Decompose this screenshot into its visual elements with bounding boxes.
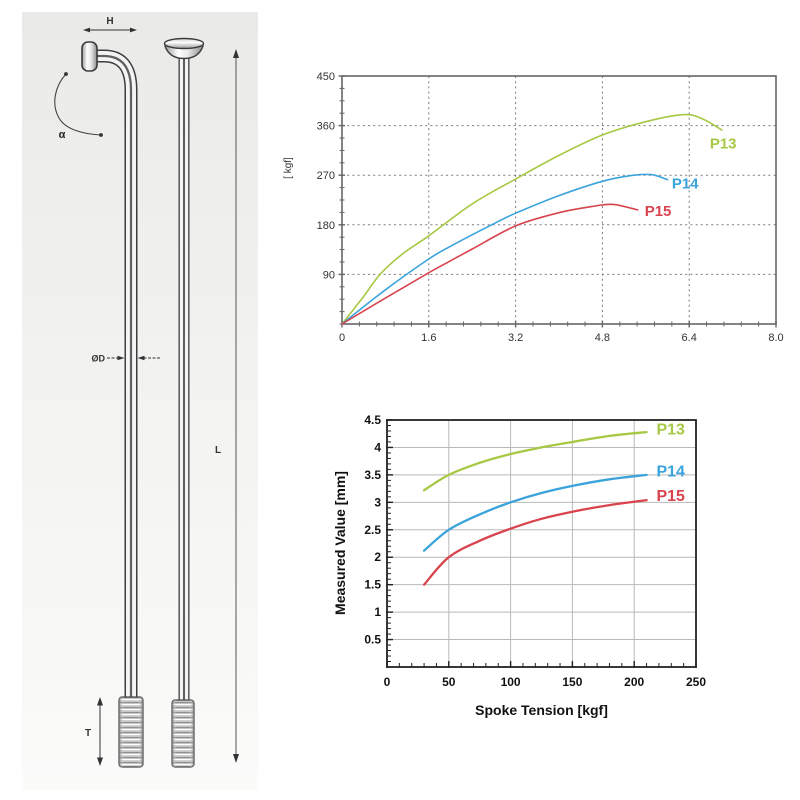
dimension-diameter: ØD xyxy=(92,354,160,364)
y-tick-label: 180 xyxy=(317,220,335,232)
x-tick-label: 150 xyxy=(562,675,582,689)
alpha-arc-start-dot xyxy=(99,133,103,137)
y-tick-label: 1.5 xyxy=(364,578,381,592)
y-tick-label: 360 xyxy=(317,121,335,133)
y-tick-label: 2 xyxy=(374,550,381,564)
measured-value-chart: 0 50 100 150 200 250 0.5 1 1.5 2 2.5 3 3.5 4 4.5 P13 P14… xyxy=(330,395,800,730)
dimension-length: L xyxy=(215,49,239,763)
axis-frame xyxy=(341,75,777,325)
series-curve-p14 xyxy=(422,473,648,552)
x-axis-title: Spoke Tension [kgf] xyxy=(475,702,608,718)
x-tick-label: 8.0 xyxy=(768,332,783,344)
x-tick-label: 3.2 xyxy=(508,332,523,344)
x-tick-label: 0 xyxy=(339,332,345,344)
y-tick-label: 1 xyxy=(374,605,381,619)
left-spoke-specular xyxy=(93,54,133,701)
dimension-thread: T xyxy=(85,697,103,766)
dimension-alpha: α xyxy=(54,72,103,141)
series-label-p14: P14 xyxy=(672,175,699,192)
x-tick-label: 250 xyxy=(686,675,706,689)
y-tick-label: 450 xyxy=(317,71,335,83)
measured-value-svg: 0 50 100 150 200 250 0.5 1 1.5 2 2.5 3 3.5 4 4.5 P13 P14… xyxy=(332,413,706,718)
x-tick-label: 6.4 xyxy=(682,332,697,344)
series-curve-p13 xyxy=(341,113,723,325)
series-label-p15: P15 xyxy=(645,203,672,220)
x-tick-label: 50 xyxy=(442,675,456,689)
y-axis-title: [ kgf] xyxy=(283,157,294,179)
y-tick-label: 4.5 xyxy=(364,413,381,427)
right-spoke xyxy=(163,37,205,768)
dimension-thread-label: T xyxy=(85,728,91,739)
y-tick-label: 270 xyxy=(317,170,335,182)
tension-elongation-chart: 0 1.6 3.2 4.8 6.4 8.0 90 180 270 360 450 P13 P14 P15 [… xyxy=(280,55,795,355)
series-curve-p15 xyxy=(341,203,639,325)
left-spoke-threads-shade xyxy=(119,697,143,767)
y-tick-label: 2.5 xyxy=(364,523,381,537)
right-spoke-threads-shade xyxy=(172,700,194,767)
y-tick-label: 3.5 xyxy=(364,468,381,482)
y-tick-label: 4 xyxy=(374,440,381,454)
series-curve-p13 xyxy=(422,430,648,492)
left-spoke-outline xyxy=(88,49,138,706)
left-spoke xyxy=(81,41,144,768)
y-tick-label: 0.5 xyxy=(364,633,381,647)
series-curve-p15 xyxy=(422,498,648,586)
axis-frame xyxy=(386,419,697,668)
series-curve-p14 xyxy=(341,173,669,325)
series-label-p13: P13 xyxy=(656,421,685,438)
x-tick-label: 4.8 xyxy=(595,332,610,344)
y-axis-title: Measured Value [mm] xyxy=(332,471,348,615)
left-spoke-head xyxy=(81,41,98,72)
dimension-h-label: H xyxy=(106,16,113,27)
alpha-arc-end-dot xyxy=(64,72,68,76)
x-tick-label: 200 xyxy=(624,675,644,689)
spoke-diagram: H α ØD L xyxy=(54,16,239,768)
series-label-p15: P15 xyxy=(656,488,685,505)
x-tick-label: 1.6 xyxy=(421,332,436,344)
y-tick-label: 3 xyxy=(374,495,381,509)
dimension-diameter-label: ØD xyxy=(92,354,106,364)
dimension-h: H xyxy=(83,16,137,33)
dimension-length-label: L xyxy=(215,445,221,456)
x-tick-label: 100 xyxy=(501,675,521,689)
x-tick-label: 0 xyxy=(384,675,391,689)
series-label-p13: P13 xyxy=(710,136,737,153)
series-label-p14: P14 xyxy=(656,464,685,481)
right-spoke-head-top xyxy=(163,37,205,50)
y-tick-label: 90 xyxy=(323,269,335,281)
spoke-diagram-panel: H α ØD L xyxy=(22,12,258,790)
dimension-alpha-label: α xyxy=(59,129,66,141)
